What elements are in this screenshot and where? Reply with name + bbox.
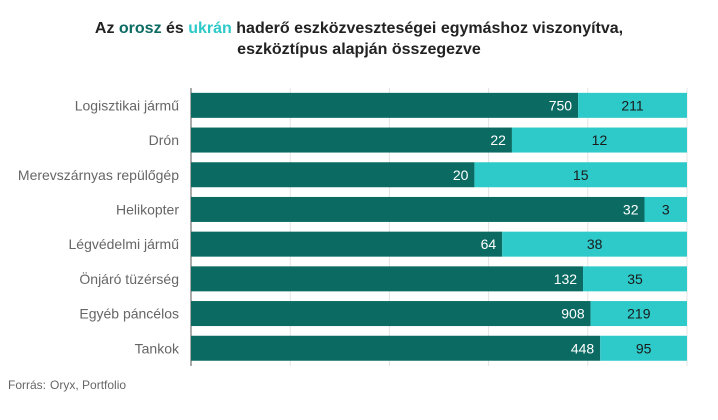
source-text: Oryx, Portfolio [50,378,127,392]
data-label-ukrainian: 219 [627,306,651,322]
bar-ukrainian [590,301,687,327]
data-label-ukrainian: 3 [662,201,670,217]
bar-russian [191,92,579,118]
bar-ukrainian [600,335,687,361]
bar-russian [191,127,512,153]
category-label: Logisztikai jármű [75,97,179,113]
data-label-russian: 32 [623,201,639,217]
data-label-russian: 132 [554,271,578,287]
data-label-russian: 64 [481,236,497,252]
bar-russian [191,196,645,222]
data-label-russian: 750 [549,97,573,113]
data-label-russian: 908 [561,306,585,322]
bar-ukrainian [502,231,687,257]
category-label: Légvédelmi jármű [69,236,180,252]
bar-russian [191,231,503,257]
data-label-ukrainian: 15 [573,167,589,183]
title-ukrainian-word: ukrán [188,20,232,37]
title-line-1: Az orosz és ukrán haderő eszközveszteség… [94,20,624,37]
category-label: Merevszárnyas repülőgép [18,167,179,183]
bar-ukrainian [583,266,687,292]
bar-russian [191,162,475,188]
data-label-russian: 448 [571,340,595,356]
category-label: Tankok [135,340,180,356]
category-label: Drón [149,132,179,148]
bar-russian [191,266,584,292]
category-label: Egyéb páncélos [79,306,179,322]
bar-ukrainian [511,127,687,153]
data-label-ukrainian: 211 [621,97,644,113]
source-label: Forrás: [8,378,47,392]
category-label: Önjáró tüzérség [79,270,179,287]
data-label-ukrainian: 95 [636,340,652,356]
data-label-ukrainian: 35 [627,271,643,287]
source-note: Forrás: Oryx, Portfolio [8,378,130,392]
data-label-russian: 20 [453,167,469,183]
chart-title: Az orosz és ukrán haderő eszközveszteség… [0,18,718,60]
title-line-2: eszköztípus alapján összegezve [237,41,481,58]
bar-ukrainian [644,196,687,222]
bar-ukrainian [474,162,687,188]
data-label-ukrainian: 12 [592,132,608,148]
data-label-ukrainian: 38 [587,236,603,252]
bar-russian [191,335,601,361]
data-label-russian: 22 [490,132,506,148]
title-russian-word: orosz [118,20,162,37]
category-label: Helikopter [116,201,179,217]
bar-russian [191,301,591,327]
bar-ukrainian [578,92,687,118]
